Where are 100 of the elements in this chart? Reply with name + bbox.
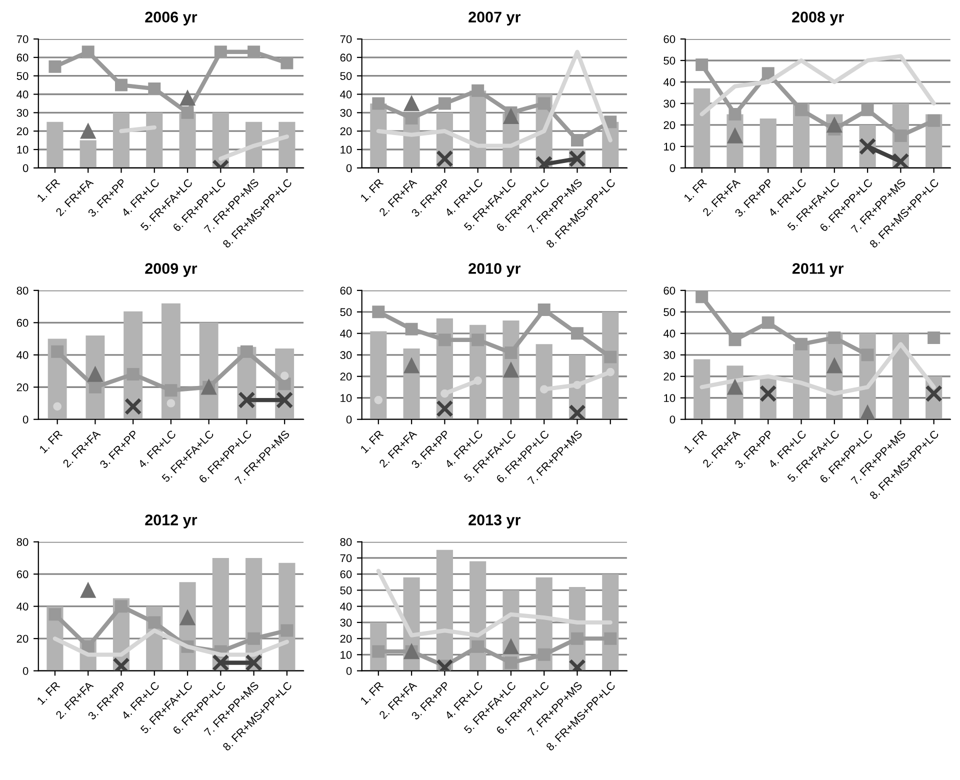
- bar: [80, 140, 96, 168]
- bar: [278, 122, 296, 168]
- chart-title: 2013 yr: [468, 514, 521, 528]
- point: [762, 67, 774, 80]
- y-tick-label: 60: [664, 35, 676, 44]
- point: [795, 104, 808, 116]
- y-tick-label: 40: [340, 602, 352, 610]
- point: [571, 632, 584, 645]
- point: [248, 632, 260, 645]
- point: [240, 345, 253, 358]
- chart-title: 2012 yr: [145, 514, 198, 528]
- y-tick-label: 30: [340, 618, 352, 627]
- point: [372, 306, 385, 318]
- y-tick-label: 10: [340, 650, 352, 659]
- point: [571, 134, 584, 147]
- y-tick-label: 10: [664, 142, 676, 151]
- y-tick-label: 20: [664, 372, 676, 381]
- y-tick-label: 40: [16, 90, 28, 98]
- point: [472, 640, 484, 653]
- y-tick-label: 20: [340, 634, 352, 643]
- point: [894, 129, 907, 142]
- point: [51, 345, 64, 358]
- point: [280, 624, 294, 637]
- point: [861, 348, 874, 362]
- y-tick-label: 20: [16, 127, 28, 136]
- y-tick-label: 30: [340, 351, 352, 360]
- bar: [112, 112, 130, 168]
- point: [606, 368, 615, 376]
- point: [148, 616, 161, 629]
- point: [826, 117, 842, 133]
- y-tick-label: 20: [340, 127, 352, 136]
- y-tick-label: 60: [16, 54, 28, 62]
- bar: [370, 331, 387, 420]
- y-tick-label: 70: [340, 554, 352, 562]
- line-series: [376, 568, 612, 638]
- point: [166, 399, 176, 408]
- point: [248, 46, 260, 58]
- point: [538, 648, 550, 661]
- y-tick-label: 20: [664, 121, 676, 130]
- x-tick-label: 1. FR: [39, 430, 63, 454]
- point: [48, 608, 62, 621]
- point: [404, 358, 420, 374]
- point: [438, 97, 451, 110]
- y-tick-label: 30: [16, 108, 28, 117]
- point: [180, 610, 196, 626]
- y-tick-label: 60: [340, 286, 352, 295]
- chart-title: 2008 yr: [792, 12, 844, 26]
- y-tick-label: 40: [16, 351, 28, 360]
- point: [53, 402, 62, 411]
- x-tick-label: 1. FR: [360, 681, 384, 705]
- chart-title: 2007 yr: [468, 12, 521, 26]
- y-tick-label: 50: [664, 308, 676, 316]
- point: [278, 378, 291, 390]
- y-tick-label: 50: [16, 72, 28, 80]
- y-tick-label: 70: [340, 35, 352, 44]
- point: [405, 112, 418, 124]
- point: [728, 334, 742, 346]
- x-tick-label: 1. FR: [684, 430, 708, 454]
- point: [280, 372, 289, 380]
- y-tick-label: 40: [16, 602, 28, 610]
- point: [503, 362, 519, 378]
- bar: [179, 112, 196, 168]
- point: [568, 404, 586, 420]
- y-tick-label: 30: [664, 351, 676, 360]
- y-tick-label: 0: [22, 667, 28, 675]
- point: [405, 322, 418, 336]
- point: [180, 90, 196, 106]
- point: [124, 398, 142, 416]
- point: [538, 304, 550, 316]
- point: [538, 97, 550, 110]
- point: [928, 114, 940, 127]
- y-tick-label: 60: [664, 286, 676, 295]
- point: [126, 368, 140, 380]
- point: [728, 108, 742, 120]
- point: [48, 60, 62, 73]
- y-tick-label: 40: [340, 90, 352, 98]
- y-tick-label: 20: [340, 372, 352, 381]
- y-tick-label: 80: [16, 538, 28, 546]
- bar: [694, 359, 710, 420]
- point: [504, 656, 518, 669]
- line-series: [376, 50, 612, 148]
- line-series: [700, 54, 936, 116]
- point: [571, 327, 584, 340]
- point: [436, 150, 454, 168]
- point: [858, 138, 876, 156]
- y-tick-label: 50: [340, 308, 352, 316]
- x-tick-label: 1. FR: [684, 178, 708, 202]
- point: [115, 78, 128, 92]
- chart-title: 2010 yr: [468, 263, 521, 277]
- point: [181, 106, 194, 119]
- y-tick-label: 10: [340, 394, 352, 402]
- y-tick-label: 50: [340, 586, 352, 594]
- point: [472, 84, 484, 97]
- point: [474, 376, 482, 385]
- y-tick-label: 0: [670, 164, 676, 172]
- point: [438, 334, 451, 346]
- y-tick-label: 70: [16, 35, 28, 44]
- point: [245, 654, 262, 671]
- point: [115, 600, 128, 613]
- point: [762, 316, 774, 329]
